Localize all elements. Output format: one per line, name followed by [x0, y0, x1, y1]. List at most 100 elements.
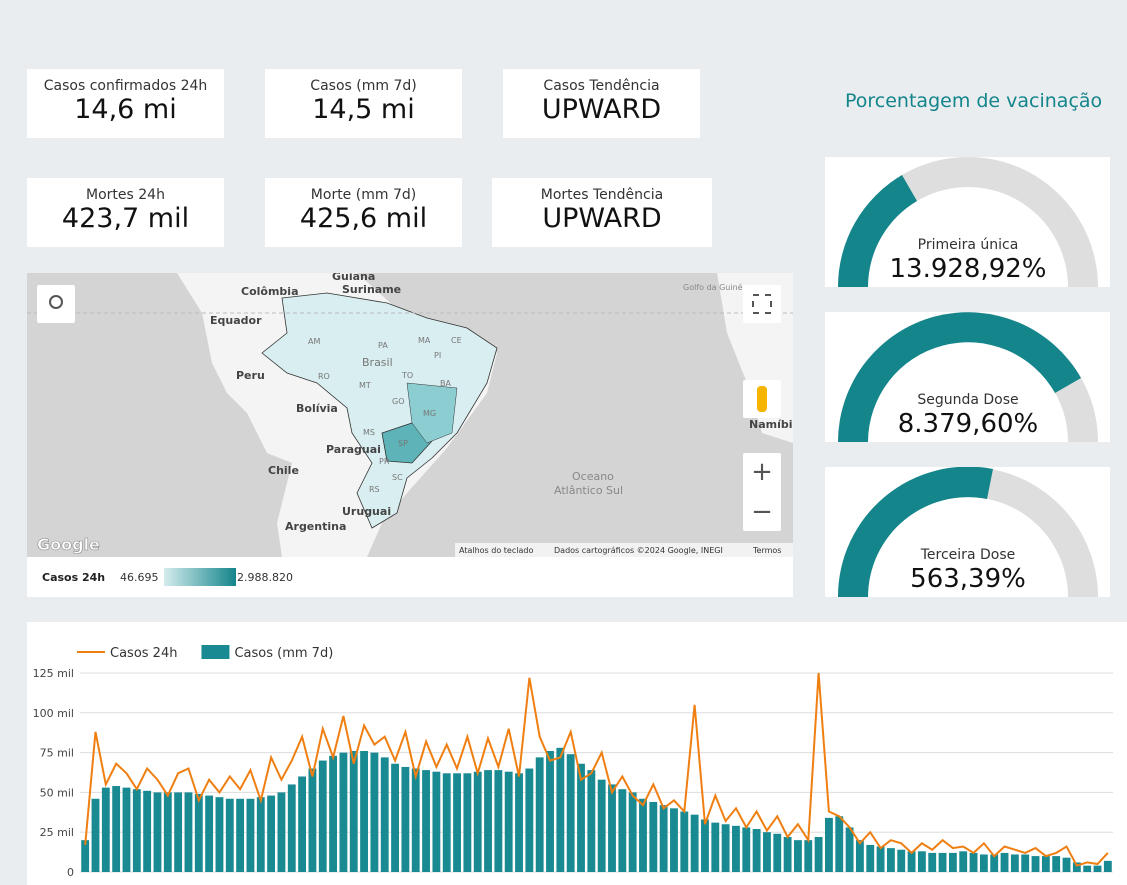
- bar: [504, 771, 513, 872]
- bar: [855, 840, 864, 872]
- bar: [1093, 865, 1102, 872]
- bar: [287, 784, 296, 872]
- bar: [535, 757, 544, 872]
- gauge-card: Segunda Dose 8.379,60%: [825, 312, 1110, 442]
- bar: [721, 824, 730, 872]
- credit[interactable]: Termos: [752, 546, 781, 555]
- bar: [515, 773, 523, 872]
- bar: [215, 797, 224, 872]
- zoom-out[interactable]: −: [751, 497, 773, 527]
- icon: [757, 386, 767, 412]
- bar: [81, 840, 90, 872]
- bar: [1041, 856, 1050, 872]
- kpi-card: Casos confirmados 24h 14,6 mi: [27, 69, 224, 138]
- y-tick-label: 100 mil: [33, 707, 74, 720]
- bar: [814, 836, 823, 872]
- bar: [659, 805, 668, 872]
- bar: [370, 752, 379, 872]
- bar: [112, 786, 121, 872]
- gauge-label: Terceira Dose: [920, 547, 1015, 563]
- state: AM: [308, 337, 320, 346]
- legend-title: Casos 24h: [42, 571, 105, 584]
- bar: [732, 825, 740, 872]
- bar: [690, 814, 699, 872]
- bar: [1021, 854, 1030, 872]
- bar: [205, 795, 214, 872]
- map-labels: Guiana Suriname Colômbia Equador Peru Br…: [210, 273, 793, 533]
- legend-max: 2.988.820: [237, 571, 293, 584]
- bar: [938, 852, 947, 872]
- credit[interactable]: Atalhos do teclado: [459, 546, 533, 555]
- kpi-value: UPWARD: [541, 94, 662, 125]
- bar: [907, 851, 916, 872]
- bar: [752, 829, 761, 872]
- y-tick-label: 0: [67, 866, 74, 879]
- gauge-fill: [837, 467, 993, 597]
- state: CE: [451, 336, 462, 345]
- bar: [556, 747, 565, 872]
- bar: [546, 751, 554, 872]
- bar: [876, 846, 885, 872]
- gauge-value: 8.379,60%: [898, 409, 1039, 439]
- kpi-label: Casos confirmados 24h: [43, 78, 208, 94]
- bar: [969, 852, 978, 872]
- fullscreen-button[interactable]: [743, 285, 781, 323]
- state: PR: [379, 457, 390, 466]
- state-mg: [406, 382, 458, 444]
- bar: [391, 763, 399, 872]
- bar: [473, 771, 482, 872]
- bar: [132, 789, 141, 872]
- legend-swatch: [201, 645, 230, 659]
- bar: [566, 754, 575, 872]
- place: Uruguai: [342, 505, 391, 518]
- place: Equador: [210, 314, 262, 327]
- bar: [948, 852, 957, 872]
- bar: [577, 763, 585, 872]
- line: [84, 672, 1109, 867]
- state: RO: [318, 372, 330, 381]
- bar: [649, 801, 658, 872]
- zoom-control[interactable]: [743, 453, 781, 531]
- state: PI: [434, 351, 441, 360]
- gauge-fill: [838, 312, 1081, 442]
- place: Suriname: [342, 283, 401, 296]
- bar: [411, 768, 420, 872]
- bar: [308, 768, 317, 872]
- google-logo: Google: [37, 535, 100, 554]
- place: Brasil: [362, 356, 393, 369]
- place: Oceano: [572, 470, 614, 483]
- gauge-card: Terceira Dose 563,39%: [825, 467, 1110, 597]
- y-tick-label: 75 mil: [40, 747, 74, 760]
- state: SC: [392, 473, 403, 482]
- kpi-label: Mortes Tendência: [540, 187, 664, 203]
- bar: [1000, 852, 1009, 872]
- kpi-value: 14,5 mi: [312, 94, 415, 125]
- state: MA: [418, 336, 431, 345]
- legend-min: 46.695: [120, 571, 159, 584]
- bar: [701, 819, 709, 872]
- legend-bg: [27, 557, 793, 597]
- place: Atlântico Sul: [554, 484, 623, 497]
- bar: [628, 792, 637, 872]
- credits-bg: [455, 543, 793, 557]
- gauge-card: Primeira única 13.928,92%: [825, 157, 1110, 287]
- bar: [349, 751, 358, 872]
- state-labels: AM PA MA CE PI RO MT TO BA GO MG MS SP P…: [308, 336, 462, 494]
- y-tick-label: 25 mil: [40, 826, 74, 839]
- kpi-value: UPWARD: [542, 203, 662, 234]
- bar: [928, 852, 937, 872]
- kpi-value: 14,6 mi: [74, 94, 177, 125]
- bar: [835, 816, 844, 872]
- bar: [1072, 862, 1081, 872]
- zoom-in[interactable]: +: [751, 457, 773, 487]
- place: Namíbia: [749, 418, 793, 431]
- bar: [184, 792, 193, 872]
- bar: [225, 798, 234, 872]
- bar: [174, 792, 183, 872]
- state: GO: [392, 397, 405, 406]
- bar: [763, 832, 771, 872]
- locate-button[interactable]: [37, 285, 75, 323]
- bar: [979, 854, 988, 872]
- kpi-card: Morte (mm 7d) 425,6 mil: [265, 178, 462, 247]
- bar: [163, 792, 172, 872]
